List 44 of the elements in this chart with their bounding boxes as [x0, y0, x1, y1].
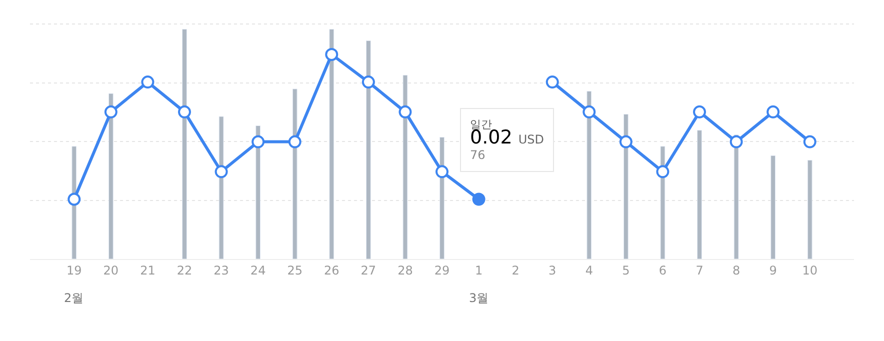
x-tick-label: 3	[548, 263, 556, 278]
x-tick-label: 27	[360, 263, 376, 278]
point	[214, 165, 228, 178]
x-tick-label: 20	[103, 263, 119, 278]
point	[693, 105, 706, 118]
point	[141, 76, 154, 89]
point	[68, 192, 81, 206]
annotation: 일간	[470, 118, 492, 131]
x-tick-label: 21	[140, 263, 156, 278]
point	[656, 165, 670, 178]
point	[178, 105, 191, 118]
x-tick-label: 29	[434, 263, 450, 278]
x-tick-label: 22	[176, 263, 192, 278]
x-tick-label: 19	[66, 263, 82, 278]
point	[325, 48, 338, 61]
x-tick-label: 1	[474, 263, 483, 278]
point	[582, 105, 596, 118]
x-tick-label: 26	[324, 263, 340, 278]
x-tick-label: 28	[398, 263, 413, 278]
point	[546, 76, 559, 89]
text: 2월	[64, 291, 84, 305]
x-tick-label: 7	[696, 263, 704, 278]
annotation: 76	[470, 148, 486, 162]
point	[252, 135, 265, 148]
x-tick-label: 6	[658, 263, 667, 278]
point	[619, 135, 632, 148]
point	[803, 135, 816, 148]
x-tick-label: 24	[250, 263, 266, 278]
x-tick-label: 5	[622, 263, 630, 278]
point	[362, 76, 375, 89]
point	[766, 105, 780, 118]
x-tick-label: 2	[512, 263, 520, 278]
x-tick-label: 9	[769, 263, 777, 278]
x-tick-label: 25	[287, 263, 302, 278]
point	[288, 135, 302, 148]
text: 3월	[469, 291, 489, 305]
x-tick-label: 8	[732, 263, 740, 278]
x-tick-label: 23	[214, 263, 229, 278]
point	[104, 105, 118, 118]
point	[730, 135, 743, 148]
point	[436, 165, 448, 178]
point	[398, 105, 412, 118]
x-tick-label: 10	[802, 263, 818, 278]
x-tick-label: 4	[585, 263, 593, 278]
